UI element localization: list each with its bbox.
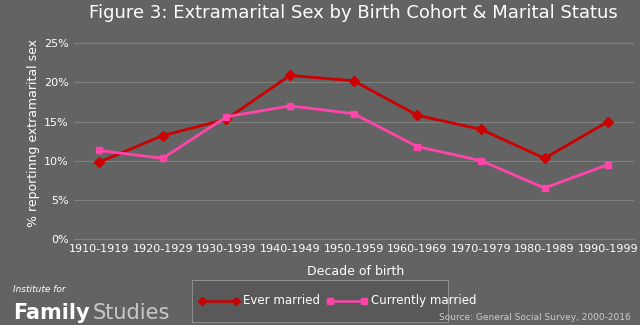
Text: Decade of birth: Decade of birth (307, 265, 404, 278)
Text: Currently married: Currently married (371, 294, 477, 307)
Text: Source: General Social Survey, 2000-2016: Source: General Social Survey, 2000-2016 (438, 313, 630, 322)
Y-axis label: % reportinng extramarital sex: % reportinng extramarital sex (27, 39, 40, 227)
Text: Institute for: Institute for (13, 285, 65, 294)
Title: Figure 3: Extramarital Sex by Birth Cohort & Marital Status: Figure 3: Extramarital Sex by Birth Coho… (89, 4, 618, 22)
Text: Ever married: Ever married (243, 294, 320, 307)
Text: Family: Family (13, 303, 90, 323)
Text: Studies: Studies (93, 303, 170, 323)
